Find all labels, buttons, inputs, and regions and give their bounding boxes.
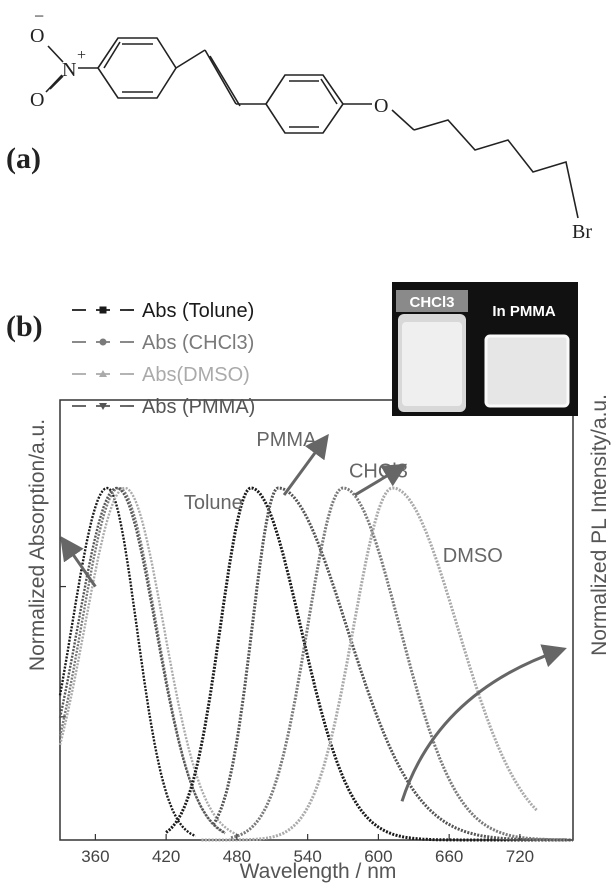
x-tick-label: 480 bbox=[223, 847, 251, 866]
atom-o-bottom: O bbox=[30, 89, 44, 111]
x-axis-label: Wavelength / nm bbox=[240, 860, 397, 883]
alkyl-chain bbox=[413, 119, 579, 219]
shift-arrow bbox=[282, 433, 329, 496]
annotation-layer: Tolune PMMA CHCl3 DMSO bbox=[184, 429, 503, 567]
series-dmso bbox=[201, 486, 539, 842]
series-annotation: PMMA bbox=[256, 429, 317, 451]
shift-arrow bbox=[400, 644, 567, 802]
inset-left-caption: CHCl3 bbox=[409, 294, 454, 311]
legend: Abs (Tolune) Abs (CHCl3) Abs(DMSO) Abs (PMM… bbox=[72, 300, 255, 418]
x-tick-label: 600 bbox=[364, 847, 392, 866]
series-tolune bbox=[165, 486, 573, 842]
bond bbox=[204, 49, 237, 105]
panel-a-label: (a) bbox=[6, 142, 41, 175]
benzene-ring-1 bbox=[97, 37, 177, 99]
legend-marker bbox=[99, 338, 107, 346]
series-line bbox=[201, 486, 539, 842]
film-image bbox=[484, 334, 570, 408]
legend-entry: Abs (CHCl3) bbox=[72, 332, 254, 354]
bond bbox=[320, 78, 338, 105]
arrow-layer bbox=[60, 433, 567, 802]
series-annotation: CHCl3 bbox=[349, 460, 408, 482]
vial-solution bbox=[402, 322, 462, 406]
bond bbox=[47, 45, 64, 63]
legend-label: Abs (PMMA) bbox=[142, 396, 255, 418]
series-abs-tolune- bbox=[58, 486, 197, 838]
shift-arrow bbox=[354, 463, 408, 497]
inset-right-caption: In PMMA bbox=[492, 303, 555, 320]
x-tick-label: 360 bbox=[81, 847, 109, 866]
series-abs-dmso- bbox=[58, 486, 238, 836]
legend-marker bbox=[99, 403, 107, 410]
panel-b-label: (b) bbox=[6, 310, 43, 343]
legend-label: Abs (CHCl3) bbox=[142, 332, 254, 354]
legend-entry: Abs (Tolune) bbox=[72, 300, 254, 322]
inset-left-header bbox=[396, 290, 468, 312]
legend-label: Abs(DMSO) bbox=[142, 364, 250, 386]
atom-o-top: O bbox=[30, 25, 44, 47]
series-annotation: Tolune bbox=[184, 492, 243, 514]
x-tick-label: 660 bbox=[435, 847, 463, 866]
inset-photos: CHCl3 In PMMA bbox=[392, 282, 578, 416]
x-tick-label: 720 bbox=[506, 847, 534, 866]
series-line bbox=[230, 486, 568, 842]
bond bbox=[175, 49, 206, 69]
series-line bbox=[58, 486, 197, 838]
series-line bbox=[212, 486, 573, 842]
series-line bbox=[58, 486, 238, 836]
plot-border bbox=[59, 399, 574, 841]
x-tick-label: 420 bbox=[152, 847, 180, 866]
molecule-atom-labels: O − N + O O Br bbox=[30, 6, 592, 243]
bond bbox=[209, 55, 241, 107]
bond bbox=[391, 109, 415, 131]
legend-label: Abs (Tolune) bbox=[142, 300, 254, 322]
bond bbox=[49, 75, 64, 90]
shift-arrow bbox=[60, 535, 97, 588]
series-pmma bbox=[212, 486, 573, 842]
legend-entry: Abs(DMSO) bbox=[72, 364, 250, 386]
bond bbox=[103, 41, 121, 69]
tick-layer: 360 420 480 540 600 660 720 bbox=[81, 834, 534, 866]
y-axis-right-label: Normalized PL Intensity/a.u. bbox=[588, 394, 611, 656]
series-line bbox=[165, 486, 573, 842]
legend-marker bbox=[99, 370, 107, 377]
series-layer bbox=[58, 486, 573, 842]
benzene-ring-2 bbox=[265, 74, 344, 134]
atom-o-ether: O bbox=[374, 95, 388, 117]
bond bbox=[45, 74, 63, 93]
x-tick-label: 540 bbox=[293, 847, 321, 866]
atom-o-charge: − bbox=[34, 6, 44, 26]
atom-n: N bbox=[62, 59, 76, 81]
atom-n-charge: + bbox=[77, 47, 86, 64]
legend-marker bbox=[99, 306, 107, 314]
series-annotation: DMSO bbox=[443, 545, 503, 567]
atom-br: Br bbox=[572, 221, 592, 243]
series-chcl3 bbox=[230, 486, 568, 842]
molecule-structure bbox=[45, 37, 579, 219]
y-axis-left-label: Normalized Absorption/a.u. bbox=[26, 419, 49, 671]
plot-frame bbox=[59, 399, 574, 841]
